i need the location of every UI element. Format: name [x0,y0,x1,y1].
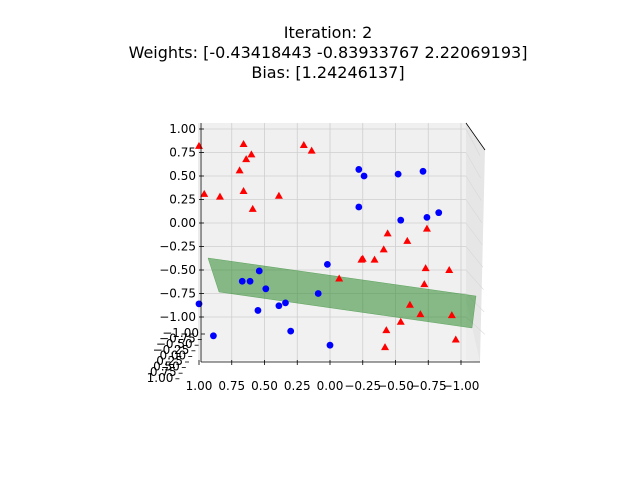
point-class-triangle [242,155,251,163]
z-tick-label: 0.00 [169,216,196,230]
point-class-triangle [422,224,431,232]
point-class-triangle [396,317,405,325]
point-class-circle [360,172,368,180]
point-class-circle [238,277,246,285]
point-class-circle [282,299,289,307]
point-class-circle [210,332,217,340]
point-class-triangle [357,255,366,263]
point-class-triangle [421,264,430,272]
title-line-1: Iteration: 2 [284,23,373,42]
y-tick-label: 0.75 [150,365,177,379]
y-tick-label: −1.00 [162,326,199,340]
x-tick-label: 0.75 [218,379,245,393]
point-class-circle [397,216,405,224]
point-class-circle [419,167,427,175]
point-class-circle [262,285,270,293]
point-class-triangle [274,191,283,199]
y-tick-label: −0.25 [153,343,190,357]
point-class-triangle [235,166,244,174]
point-class-circle [394,170,402,178]
point-class-circle [287,327,295,335]
point-class-triangle [381,343,390,351]
point-class-triangle [420,280,429,288]
point-class-triangle [248,204,257,212]
z-tick-label: −0.25 [159,240,196,254]
point-class-circle [435,209,443,217]
z-tick-label: 0.50 [169,169,196,183]
y-tick-label: −0.50 [156,337,193,351]
grid-line-y [465,128,481,156]
point-class-circle [323,260,331,268]
z-tick-label: −1.00 [159,310,196,324]
point-class-circle [246,277,254,285]
point-class-triangle [445,266,454,273]
point-class-circle [254,307,262,314]
y-tick-label: 1.00 [147,371,174,385]
chart-title: Iteration: 2 Weights: [-0.43418443 -0.83… [129,23,528,82]
point-class-circle [355,166,363,173]
x-tick-label: 1.00 [186,379,213,393]
point-class-triangle [239,140,248,148]
point-class-triangle [239,187,248,195]
decision-plane [207,257,477,329]
point-class-triangle [405,300,414,308]
x-tick-label: −0.50 [377,379,414,393]
z-tick-label: −0.75 [159,287,196,301]
y-tick-label: −0.75 [159,332,196,346]
point-class-triangle [335,274,344,282]
y-tick-label: 0.00 [159,348,186,362]
point-class-triangle [215,192,224,200]
point-class-triangle [299,140,308,148]
data-points [195,140,460,351]
title-line-2: Weights: [-0.43418443 -0.83933767 2.2206… [129,43,528,62]
point-class-triangle [447,311,456,319]
z-tick-label: 0.25 [169,193,196,207]
grid-lines [198,123,486,362]
point-class-triangle [403,236,412,244]
point-class-triangle [383,229,392,237]
x-tick-label: −0.25 [344,379,381,393]
z-tick-label: 1.00 [169,122,196,136]
z-tick-label: −0.50 [159,263,196,277]
point-class-triangle [307,146,316,154]
grid-line-y [465,175,482,201]
z-axis-ticks: 1.00 0.75 0.50 0.25 0.00 −0.25 −0.50 −0.75 −1.00 [159,122,204,324]
x-tick-label: 0.00 [317,379,344,393]
grid-line-y [465,222,483,246]
point-class-triangle [382,326,391,334]
point-class-circle [314,290,322,297]
point-class-circle [423,213,431,221]
x-tick-label: −0.75 [410,379,447,393]
point-class-triangle [247,150,256,158]
point-class-triangle [416,310,425,318]
x-tick-label: 0.50 [251,379,278,393]
point-class-triangle [451,335,460,343]
point-class-triangle [370,255,379,263]
point-class-triangle [379,245,388,253]
title-line-3: Bias: [1.24246137] [251,63,404,82]
point-class-circle [326,341,334,349]
point-class-triangle [200,189,209,197]
point-class-circle [255,267,263,275]
x-tick-label: −1.00 [443,379,480,393]
point-class-circle [355,203,363,211]
x-tick-label: 0.25 [284,379,311,393]
grid-line-y [465,152,481,179]
z-tick-label: 0.75 [169,146,196,160]
y-axis-ticks: −1.00−0.75−0.50−0.250.000.250.500.751.00 [147,326,205,385]
grid-line-y [465,246,484,268]
y-axis-line [465,122,486,151]
y-tick-label: 0.25 [156,354,183,368]
point-class-circle [275,302,283,310]
x-axis-ticks: 1.00 0.75 0.50 0.25 0.00 −0.25−0.50−0.75−1.00 [186,360,480,393]
grid-line-y [465,269,484,290]
y-tick-label: 0.50 [153,360,180,374]
grid-line-y [465,199,483,223]
